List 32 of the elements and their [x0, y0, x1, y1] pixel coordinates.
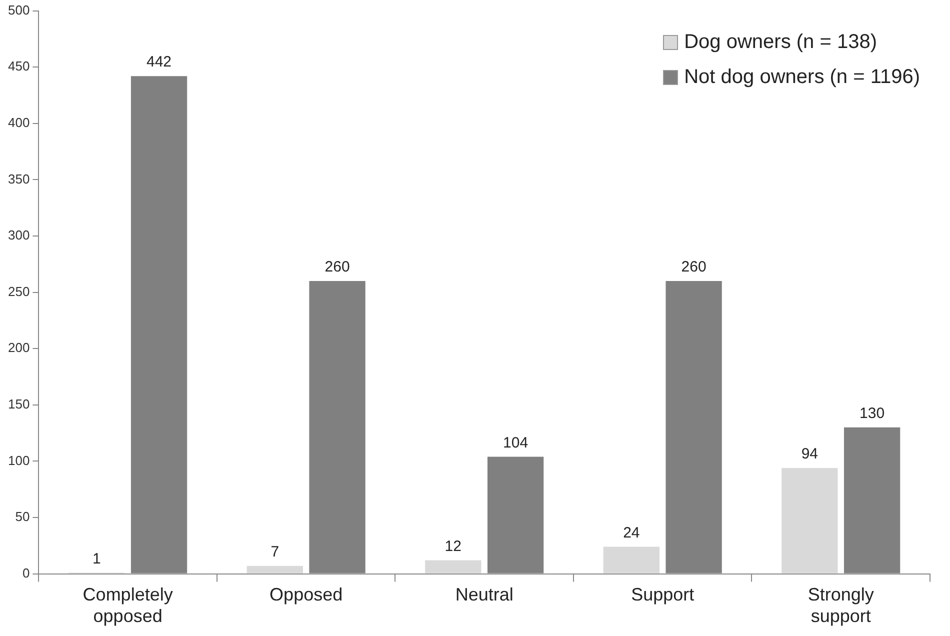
x-tick-label: Neutral — [455, 584, 514, 605]
data-label: 260 — [681, 258, 706, 276]
y-tick-label: 350 — [8, 171, 30, 186]
bar — [782, 468, 838, 574]
data-label: 94 — [801, 446, 818, 463]
data-label: 260 — [324, 258, 350, 276]
data-label: 442 — [146, 54, 172, 71]
y-tick-label: 0 — [22, 565, 30, 580]
bar — [425, 560, 482, 574]
y-tick-label: 450 — [8, 58, 30, 74]
y-tick-label: 400 — [8, 114, 30, 130]
x-tick-label: Strongly support — [808, 584, 874, 626]
y-tick-label: 150 — [8, 396, 30, 412]
data-label: 1 — [92, 550, 101, 568]
y-tick-label: 100 — [8, 452, 30, 468]
y-tick-label: 250 — [8, 284, 30, 299]
data-label: 24 — [623, 524, 640, 542]
x-tick-label: Support — [631, 584, 694, 605]
y-tick-label: 200 — [8, 340, 30, 356]
y-tick-label: 500 — [8, 2, 30, 18]
data-label: 130 — [860, 405, 885, 422]
x-tick-label: Opposed — [270, 584, 343, 605]
y-tick-label: 50 — [15, 509, 30, 524]
bar — [603, 546, 660, 574]
bar — [246, 566, 303, 574]
legend-label: Not dog owners (n = 1196) — [684, 66, 920, 89]
y-tick-label: 300 — [8, 228, 30, 243]
legend-label: Dog owners (n = 138) — [684, 30, 877, 54]
data-label: 7 — [270, 544, 280, 561]
x-tick-label: Completely opposed — [82, 584, 173, 626]
data-label: 104 — [503, 434, 528, 452]
data-label: 12 — [444, 538, 462, 555]
